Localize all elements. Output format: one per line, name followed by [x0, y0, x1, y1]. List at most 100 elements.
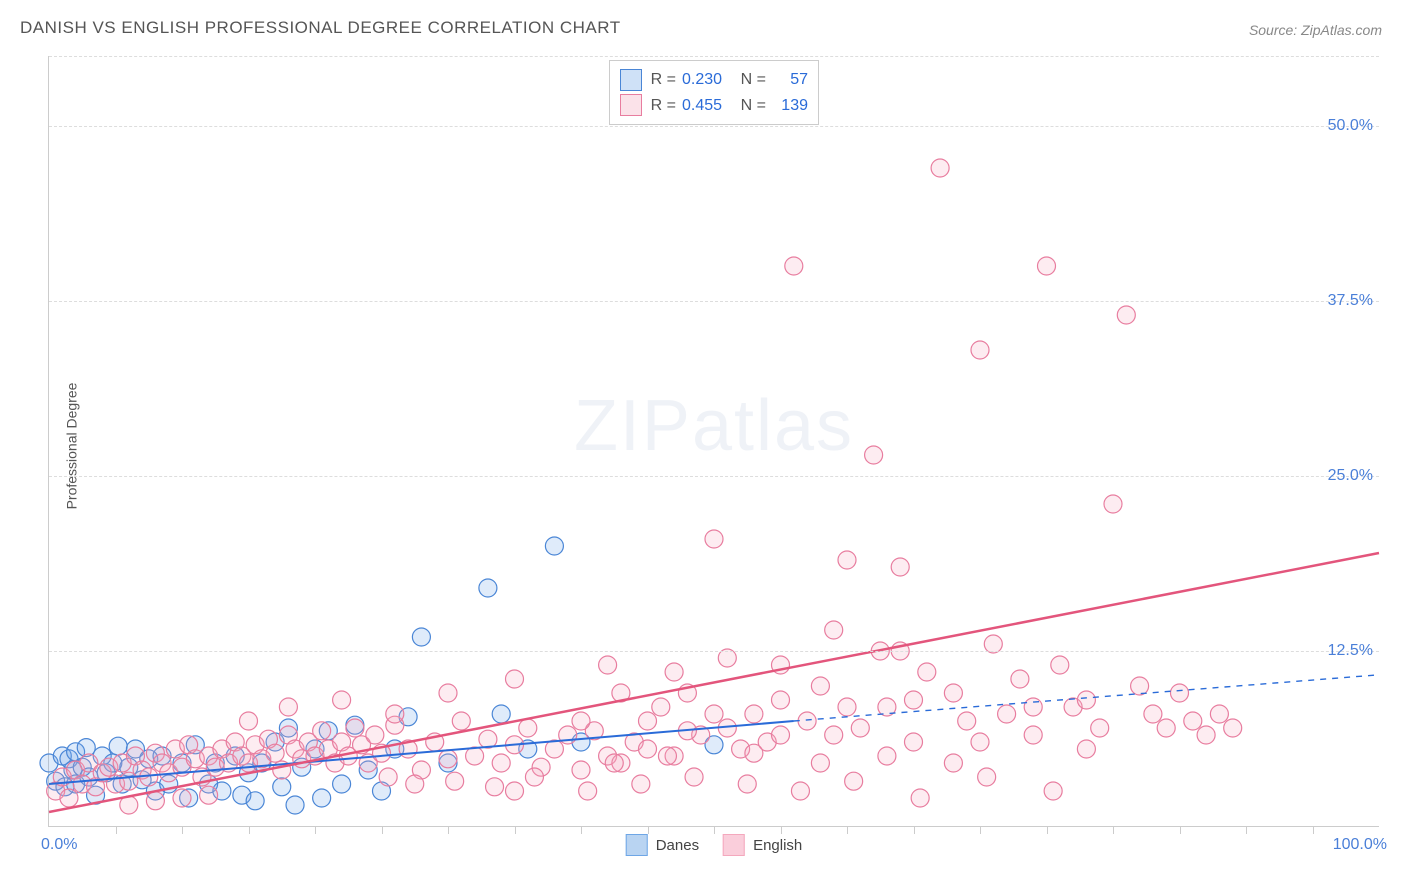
scatter-point	[146, 792, 164, 810]
scatter-point	[639, 712, 657, 730]
trend-line	[49, 553, 1379, 812]
scatter-point	[911, 789, 929, 807]
scatter-point	[1051, 656, 1069, 674]
swatch-danes	[620, 69, 642, 91]
scatter-point	[240, 712, 258, 730]
scatter-point	[632, 775, 650, 793]
scatter-point	[479, 579, 497, 597]
scatter-point	[333, 775, 351, 793]
scatter-point	[639, 740, 657, 758]
scatter-point	[333, 691, 351, 709]
scatter-point	[286, 796, 304, 814]
scatter-point	[273, 778, 291, 796]
x-tick	[847, 826, 848, 834]
x-tick	[448, 826, 449, 834]
scatter-point	[439, 750, 457, 768]
scatter-point	[452, 712, 470, 730]
chart-title: DANISH VS ENGLISH PROFESSIONAL DEGREE CO…	[20, 18, 621, 38]
scatter-point	[745, 744, 763, 762]
scatter-point	[685, 768, 703, 786]
x-tick-max: 100.0%	[1333, 836, 1387, 854]
scatter-point	[246, 792, 264, 810]
scatter-point	[978, 768, 996, 786]
scatter-point	[519, 719, 537, 737]
bottom-legend: Danes English	[626, 834, 803, 856]
x-tick	[116, 826, 117, 834]
scatter-point	[825, 726, 843, 744]
scatter-point	[60, 789, 78, 807]
scatter-point	[386, 705, 404, 723]
scatter-point	[798, 712, 816, 730]
scatter-point	[492, 754, 510, 772]
gridline	[49, 651, 1379, 652]
x-tick	[315, 826, 316, 834]
stats-row-english: R = 0.455 N = 139	[620, 93, 808, 119]
x-tick	[581, 826, 582, 834]
scatter-point	[971, 341, 989, 359]
stat-r-label: R =	[648, 67, 676, 93]
trend-line-extrapolated	[794, 675, 1379, 721]
stats-legend: R = 0.230 N = 57 R = 0.455 N = 139	[609, 60, 819, 125]
scatter-point	[572, 761, 590, 779]
scatter-point	[545, 537, 563, 555]
scatter-point	[1197, 726, 1215, 744]
stat-r-danes: 0.230	[682, 67, 732, 93]
x-tick	[714, 826, 715, 834]
scatter-point	[665, 663, 683, 681]
source-label: Source: ZipAtlas.com	[1249, 22, 1382, 38]
gridline	[49, 476, 1379, 477]
scatter-point	[173, 789, 191, 807]
scatter-point	[579, 782, 597, 800]
y-tick-label: 37.5%	[1328, 292, 1373, 310]
y-tick-label: 50.0%	[1328, 117, 1373, 135]
scatter-point	[838, 698, 856, 716]
scatter-point	[1091, 719, 1109, 737]
swatch-danes-bottom	[626, 834, 648, 856]
scatter-point	[958, 712, 976, 730]
scatter-point	[845, 772, 863, 790]
plot-area: ZIPatlas R = 0.230 N = 57 R = 0.455 N = …	[48, 56, 1379, 827]
x-tick	[914, 826, 915, 834]
scatter-point	[313, 789, 331, 807]
swatch-english-bottom	[723, 834, 745, 856]
scatter-point	[918, 663, 936, 681]
x-tick	[182, 826, 183, 834]
scatter-point	[599, 656, 617, 674]
scatter-point	[705, 705, 723, 723]
stat-r-english: 0.455	[682, 93, 732, 119]
scatter-point	[379, 768, 397, 786]
x-tick	[249, 826, 250, 834]
x-tick	[648, 826, 649, 834]
scatter-point	[652, 698, 670, 716]
scatter-point	[605, 754, 623, 772]
scatter-point	[658, 747, 676, 765]
y-tick-label: 12.5%	[1328, 642, 1373, 660]
swatch-english	[620, 94, 642, 116]
scatter-point	[905, 691, 923, 709]
scatter-point	[745, 705, 763, 723]
scatter-point	[200, 786, 218, 804]
stat-n-danes: 57	[772, 67, 808, 93]
scatter-point	[366, 726, 384, 744]
scatter-point	[492, 705, 510, 723]
scatter-point	[1077, 691, 1095, 709]
scatter-point	[825, 621, 843, 639]
legend-label-danes: Danes	[656, 837, 699, 854]
gridline	[49, 301, 1379, 302]
scatter-point	[1210, 705, 1228, 723]
scatter-point	[772, 726, 790, 744]
chart-container: DANISH VS ENGLISH PROFESSIONAL DEGREE CO…	[0, 0, 1406, 892]
scatter-point	[811, 754, 829, 772]
x-tick	[781, 826, 782, 834]
scatter-point	[1024, 698, 1042, 716]
scatter-point	[1171, 684, 1189, 702]
scatter-point	[412, 628, 430, 646]
scatter-point	[439, 684, 457, 702]
scatter-point	[1044, 782, 1062, 800]
scatter-point	[1131, 677, 1149, 695]
gridline	[49, 56, 1379, 57]
legend-item-danes: Danes	[626, 834, 699, 856]
scatter-point	[772, 691, 790, 709]
x-tick	[1047, 826, 1048, 834]
scatter-point	[506, 782, 524, 800]
